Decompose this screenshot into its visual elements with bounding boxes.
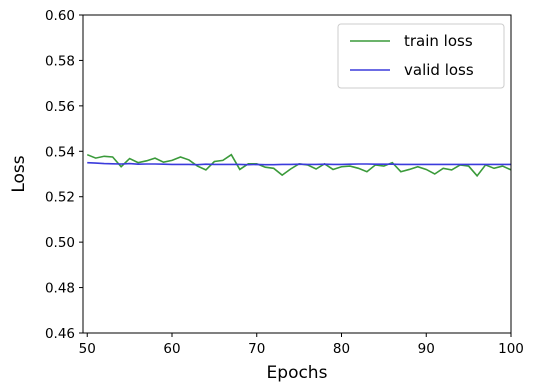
y-tick-label: 0.48 xyxy=(45,281,75,297)
y-tick-label: 0.52 xyxy=(45,190,75,206)
x-tick-label: 80 xyxy=(333,341,350,357)
plot-lines xyxy=(86,153,512,178)
x-tick-label: 70 xyxy=(248,341,265,357)
x-tick-label: 90 xyxy=(418,341,435,357)
legend-box xyxy=(337,23,505,89)
y-tick-label: 0.56 xyxy=(45,99,75,115)
x-tick-label: 100 xyxy=(498,341,524,357)
y-tick-label: 0.46 xyxy=(45,326,75,342)
y-tick-label: 0.58 xyxy=(45,53,75,69)
y-tick-label: 0.50 xyxy=(45,235,75,251)
legend-label-train-loss: train loss xyxy=(404,32,473,50)
x-axis-ticks: 50 60 70 80 90 100 xyxy=(79,333,524,357)
x-tick-label: 50 xyxy=(79,341,96,357)
x-tick-label: 60 xyxy=(163,341,180,357)
y-axis-ticks: 0.46 0.48 0.50 0.52 0.54 0.56 0.58 0.60 xyxy=(45,8,83,342)
y-tick-label: 0.60 xyxy=(45,8,75,24)
x-axis-label: Epochs xyxy=(267,363,328,383)
y-tick-label: 0.54 xyxy=(45,144,75,160)
legend-label-valid-loss: valid loss xyxy=(404,61,474,79)
y-axis-label: Loss xyxy=(9,155,29,192)
legend: train loss valid loss xyxy=(337,23,505,89)
plot-frame xyxy=(82,14,512,334)
series-line-valid-loss xyxy=(87,161,511,166)
